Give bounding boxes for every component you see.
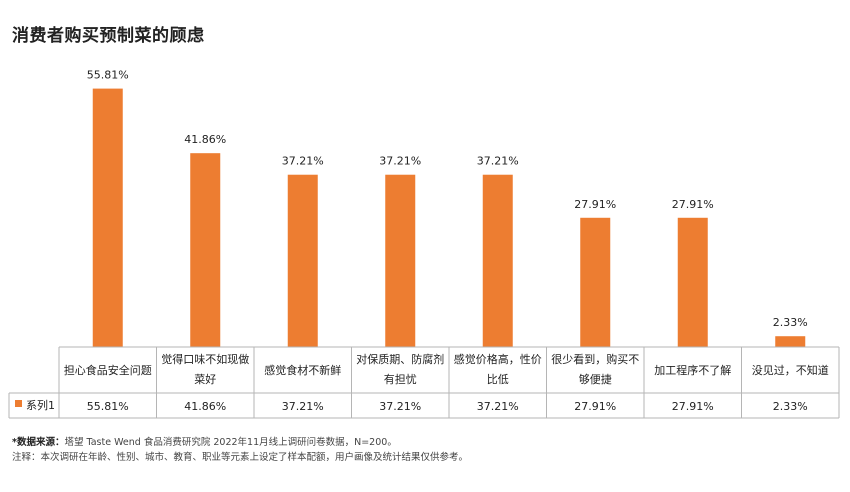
table-value: 41.86% (184, 400, 226, 413)
table-value: 55.81% (87, 400, 129, 413)
category-label: 加工程序不了解 (654, 363, 731, 377)
data-label: 55.81% (87, 69, 129, 82)
category-label: 感觉价格高，性价 (454, 352, 542, 366)
table-value: 37.21% (477, 400, 519, 413)
category-label: 菜好 (194, 372, 216, 386)
category-label: 觉得口味不如现做 (161, 352, 249, 366)
table-value: 37.21% (379, 400, 421, 413)
category-label: 很少看到，购买不 (551, 352, 639, 366)
bar (287, 174, 318, 347)
category-label: 没见过，不知道 (752, 363, 829, 377)
category-label: 够便捷 (579, 372, 612, 386)
page-title: 消费者购买预制菜的顾虑 (12, 26, 205, 46)
bar (92, 88, 123, 347)
category-label: 有担忧 (384, 372, 417, 386)
source-note: *数据来源：塔望 Taste Wend 食品消费研究院 2022年11月线上调研… (12, 434, 397, 448)
category-label: 对保质期、防腐剂 (356, 352, 444, 366)
bar (190, 153, 221, 347)
legend-swatch (15, 400, 22, 407)
legend-label: 系列1 (26, 398, 55, 412)
data-label: 27.91% (672, 198, 714, 211)
table-value: 37.21% (282, 400, 324, 413)
bar (482, 174, 513, 347)
data-label: 37.21% (477, 155, 519, 168)
category-label: 比低 (487, 373, 509, 386)
source-label: *数据来源： (12, 437, 65, 448)
bar (677, 217, 708, 347)
bar (580, 217, 611, 347)
category-label: 感觉食材不新鲜 (264, 363, 341, 377)
data-label: 37.21% (379, 155, 421, 168)
methodology-note: 注释：本次调研在年龄、性别、城市、教育、职业等元素上设定了样本配额，用户画像及统… (12, 452, 469, 463)
bar (385, 174, 416, 347)
table-value: 2.33% (773, 400, 808, 413)
data-label: 27.91% (574, 198, 616, 211)
table-value: 27.91% (672, 400, 714, 413)
table-value: 27.91% (574, 400, 616, 413)
bar (775, 336, 806, 347)
data-label: 41.86% (184, 133, 226, 146)
category-label: 担心食品安全问题 (64, 363, 152, 377)
data-label: 2.33% (773, 316, 808, 329)
data-label: 37.21% (282, 155, 324, 168)
source-text: 塔望 Taste Wend 食品消费研究院 2022年11月线上调研问卷数据，N… (64, 437, 397, 448)
